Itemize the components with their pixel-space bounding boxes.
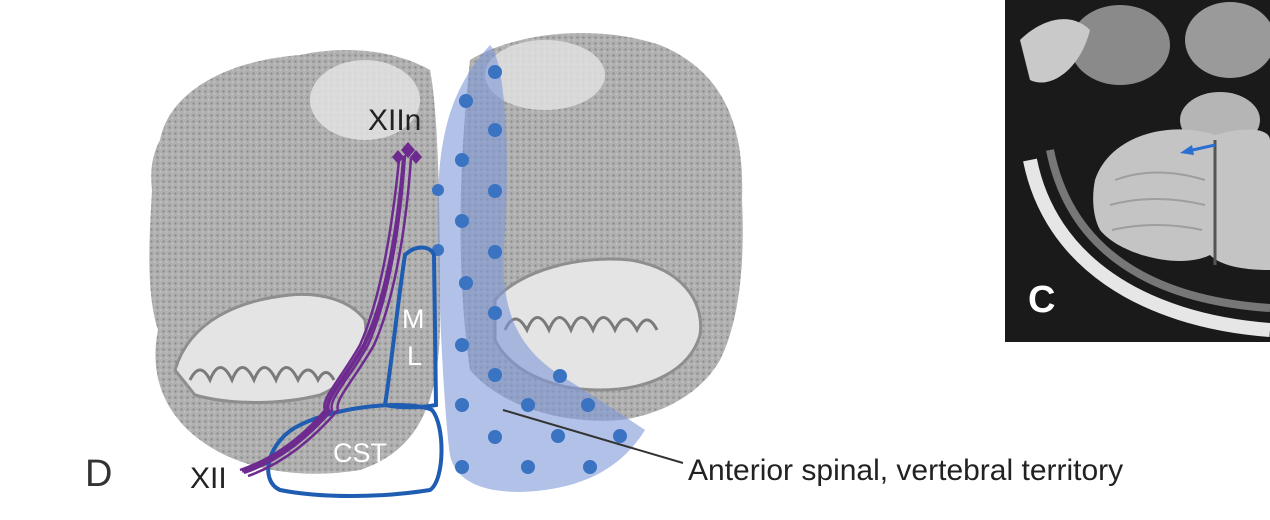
dorsal-pale-area bbox=[310, 60, 420, 140]
mri-bone-left bbox=[1020, 19, 1090, 83]
callout-leader-line bbox=[502, 409, 684, 464]
inferior-olive-left bbox=[173, 292, 368, 404]
vascular-territory bbox=[432, 45, 645, 492]
xiin-label: XIIn bbox=[368, 104, 421, 137]
territory-region bbox=[437, 45, 645, 492]
mri-temporal-lobe bbox=[1070, 5, 1170, 85]
mri-scalp-inner bbox=[1046, 149, 1270, 312]
medulla-section bbox=[149, 33, 743, 474]
diamond-icon bbox=[401, 142, 415, 158]
dorsal-pale-area-right bbox=[485, 40, 605, 110]
xii-label: XII bbox=[190, 462, 227, 495]
mri-skull bbox=[1023, 158, 1270, 337]
olive-folds-right bbox=[503, 316, 659, 334]
ml-label-m: M bbox=[402, 304, 425, 334]
diamond-icon bbox=[410, 150, 422, 164]
hypoglossal-nucleus-markers bbox=[392, 142, 422, 164]
cst-label: CST bbox=[333, 438, 387, 468]
territory-dots bbox=[432, 65, 627, 474]
mri-cerebellar-folia bbox=[1109, 171, 1206, 231]
diamond-icon bbox=[392, 150, 404, 164]
panel-c-label: C bbox=[1028, 279, 1055, 321]
territory-callout-label: Anterior spinal, vertebral territory bbox=[688, 454, 1123, 487]
panel-d-label: D bbox=[85, 453, 112, 495]
olive-folds-left bbox=[188, 366, 336, 384]
ml-label-l: L bbox=[407, 341, 422, 371]
hypoglossal-nerve-fibers bbox=[239, 154, 413, 478]
mri-panel: C bbox=[1005, 0, 1270, 342]
mri-brainstem-upper bbox=[1185, 2, 1270, 78]
arrow-icon bbox=[1180, 143, 1216, 155]
corticospinal-tract-outline bbox=[266, 403, 444, 498]
